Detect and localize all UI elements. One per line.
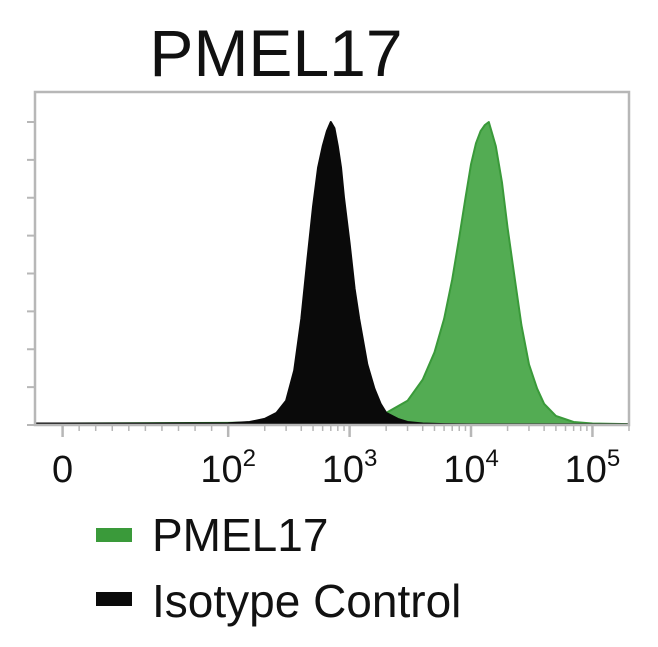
plot-frame	[33, 90, 631, 427]
legend-label-isotype-control: Isotype Control	[152, 575, 461, 627]
legend-swatch-isotype-control	[96, 592, 132, 606]
x-tick-label: 102	[200, 445, 256, 491]
series-layer	[34, 121, 630, 426]
x-axis-ticks	[61, 425, 630, 437]
series-area-isotype-control	[34, 121, 630, 426]
x-tick-label: 103	[322, 445, 378, 491]
y-axis-ticks	[27, 121, 35, 426]
legend-item-isotype-control: Isotype Control	[96, 575, 461, 627]
legend-swatch-pmel17	[96, 528, 132, 542]
x-tick-label: 104	[443, 445, 499, 491]
legend-item-pmel17: PMEL17	[96, 509, 328, 561]
chart-title: PMEL17	[149, 16, 402, 90]
x-tick-label: 0	[52, 449, 73, 491]
legend: PMEL17 Isotype Control	[96, 509, 461, 627]
x-tick-label: 105	[565, 445, 621, 491]
x-axis-tick-labels: 0 102 103 104 105	[52, 445, 620, 491]
legend-label-pmel17: PMEL17	[152, 509, 328, 561]
plot-area: 0 102 103 104 105	[27, 90, 631, 491]
